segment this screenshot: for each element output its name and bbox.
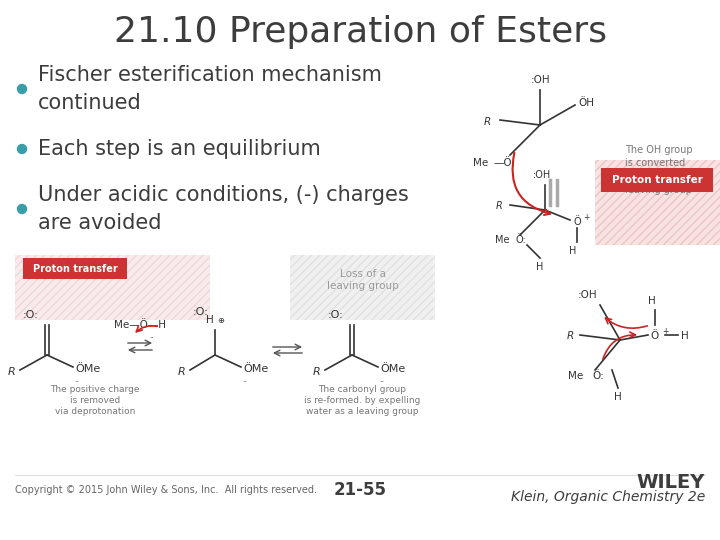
Text: ..: .. <box>74 375 80 383</box>
Text: Klein, Organic Chemistry 2e: Klein, Organic Chemistry 2e <box>510 490 705 504</box>
Text: :O:: :O: <box>328 310 344 320</box>
Text: Fischer esterification mechanism
continued: Fischer esterification mechanism continu… <box>38 65 382 113</box>
Text: Ö:: Ö: <box>592 371 604 381</box>
Text: WILEY: WILEY <box>636 472 705 491</box>
Text: Me: Me <box>473 158 488 168</box>
Text: H: H <box>648 296 656 306</box>
Text: Each step is an equilibrium: Each step is an equilibrium <box>38 139 320 159</box>
Text: ÖH: ÖH <box>578 98 594 108</box>
Text: R: R <box>483 117 490 127</box>
Text: —Ö:: —Ö: <box>493 158 515 168</box>
Text: H: H <box>614 392 622 402</box>
Text: The carbonyl group
is re-formed. by expelling
water as a leaving group: The carbonyl group is re-formed. by expe… <box>304 385 420 416</box>
Text: R: R <box>495 201 503 211</box>
Text: ⊕: ⊕ <box>217 316 224 325</box>
Text: Me—Ö—H: Me—Ö—H <box>114 320 166 330</box>
Text: H: H <box>206 315 214 325</box>
Text: The positive charge
is removed
via deprotonation: The positive charge is removed via depro… <box>50 385 140 416</box>
Text: Ö: Ö <box>573 217 580 227</box>
Text: ..: .. <box>243 375 248 383</box>
FancyBboxPatch shape <box>601 168 713 192</box>
Text: H: H <box>570 246 577 256</box>
Circle shape <box>17 145 27 153</box>
Text: Me: Me <box>495 235 510 245</box>
Text: H: H <box>681 331 689 341</box>
Text: R: R <box>313 367 321 377</box>
Text: ÖMe: ÖMe <box>75 364 100 374</box>
Text: :O:: :O: <box>193 307 209 317</box>
Circle shape <box>17 205 27 213</box>
Text: The OH group
is converted
to a better
leaving group: The OH group is converted to a better le… <box>625 145 693 195</box>
Text: +: + <box>662 327 668 335</box>
Text: Copyright © 2015 John Wiley & Sons, Inc.  All rights reserved.: Copyright © 2015 John Wiley & Sons, Inc.… <box>15 485 317 495</box>
Text: :OH: :OH <box>531 75 551 85</box>
Text: :OH: :OH <box>533 170 552 180</box>
Text: ÖMe: ÖMe <box>243 364 269 374</box>
Text: ÖMe: ÖMe <box>380 364 405 374</box>
Text: :OH: :OH <box>578 290 598 300</box>
Text: H: H <box>536 262 544 272</box>
Text: Proton transfer: Proton transfer <box>32 264 117 273</box>
Text: R: R <box>567 331 574 341</box>
Text: 21.10 Preparation of Esters: 21.10 Preparation of Esters <box>114 15 606 49</box>
Text: 21-55: 21-55 <box>333 481 387 499</box>
Text: Under acidic conditions, (-) charges
are avoided: Under acidic conditions, (-) charges are… <box>38 185 409 233</box>
Text: R: R <box>178 367 186 377</box>
Circle shape <box>17 84 27 93</box>
Text: Me: Me <box>568 371 583 381</box>
Text: ..: .. <box>150 333 154 339</box>
FancyBboxPatch shape <box>15 255 210 320</box>
Text: Ö: Ö <box>650 331 658 341</box>
Text: +: + <box>583 213 590 222</box>
FancyBboxPatch shape <box>23 258 127 279</box>
FancyBboxPatch shape <box>290 255 435 320</box>
Text: Proton transfer: Proton transfer <box>611 175 703 185</box>
Text: Ö:: Ö: <box>515 235 526 245</box>
Text: R: R <box>8 367 16 377</box>
Text: Loss of a
leaving group: Loss of a leaving group <box>327 269 398 291</box>
Text: :O:: :O: <box>23 310 39 320</box>
FancyBboxPatch shape <box>595 160 720 245</box>
Text: ..: .. <box>379 375 384 383</box>
